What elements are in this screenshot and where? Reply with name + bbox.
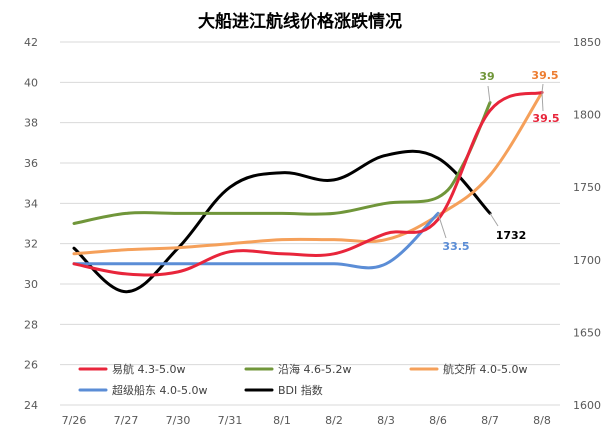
annotation-yanhai-end: 39: [479, 70, 494, 83]
legend-item-yihang: 易航 4.3-5.0w: [78, 362, 185, 376]
leader-line: [541, 92, 544, 112]
gridlines: [60, 41, 560, 406]
right-tick-label: 1650: [573, 326, 601, 339]
legend-item-bdi: BDI 指数: [244, 383, 323, 397]
left-tick-label: 36: [24, 157, 38, 170]
right-tick-label: 1800: [573, 109, 601, 122]
series-lines: [72, 90, 544, 294]
x-tick-label: 7/30: [166, 414, 191, 427]
x-tick-label: 8/2: [325, 414, 343, 427]
series-line-yihang: [72, 90, 544, 277]
left-tick-label: 42: [24, 36, 38, 49]
right-tick-label: 1600: [573, 399, 601, 412]
leader-line: [541, 83, 544, 93]
legend-label: 超级船东 4.0-5.0w: [112, 383, 207, 397]
left-tick-label: 40: [24, 76, 38, 89]
annotation-chaojichuandong-end: 33.5: [442, 240, 469, 253]
legend: 易航 4.3-5.0w 沿海 4.6-5.2w 航交所 4.0-5.0w 超级船东 4…: [78, 362, 527, 397]
x-tick-label: 7/26: [62, 414, 87, 427]
left-tick-label: 24: [24, 399, 38, 412]
left-tick-label: 26: [24, 359, 38, 372]
annotation-hangjiaosuo-end: 39.5: [531, 69, 558, 82]
left-axis-ticks: 24 26 28 30 32 34 36 38 40 42: [24, 36, 38, 412]
right-axis-ticks: 1600 1650 1700 1750 1800 1850: [573, 36, 601, 412]
left-tick-label: 28: [24, 318, 38, 331]
chart-title: 大船进江航线价格涨跌情况: [198, 11, 402, 32]
annotation-yihang-end: 39.5: [532, 112, 559, 125]
x-tick-label: 8/3: [377, 414, 395, 427]
legend-item-hangjiaosuo: 航交所 4.0-5.0w: [409, 362, 527, 376]
x-tick-label: 8/7: [481, 414, 499, 427]
leader-line: [437, 213, 447, 239]
leader-line: [487, 85, 491, 103]
right-tick-label: 1750: [573, 181, 601, 194]
left-tick-label: 34: [24, 197, 38, 210]
data-annotations: 39 39.5 39.5 33.5 1732: [442, 69, 559, 253]
annotation-leaders: [437, 83, 544, 239]
legend-item-chaojichuandong: 超级船东 4.0-5.0w: [78, 383, 207, 397]
left-tick-label: 30: [24, 278, 38, 291]
legend-label: 易航 4.3-5.0w: [112, 362, 185, 376]
x-tick-label: 7/31: [218, 414, 243, 427]
legend-label: 沿海 4.6-5.2w: [278, 362, 351, 376]
right-tick-label: 1850: [573, 36, 601, 49]
legend-label: 航交所 4.0-5.0w: [443, 362, 527, 376]
legend-label: BDI 指数: [278, 383, 323, 397]
legend-item-yanhai: 沿海 4.6-5.2w: [244, 362, 351, 376]
series-line-hangjiaosuo: [72, 90, 544, 256]
left-tick-label: 38: [24, 117, 38, 130]
x-tick-label: 8/1: [273, 414, 291, 427]
right-tick-label: 1700: [573, 254, 601, 267]
left-tick-label: 32: [24, 238, 38, 251]
series-line-bdi: [72, 149, 492, 294]
series-line-yanhai: [72, 101, 492, 225]
leader-line: [489, 213, 499, 227]
x-tick-label: 8/6: [429, 414, 447, 427]
x-axis-ticks: 7/26 7/27 7/30 7/31 8/1 8/2 8/3 8/6 8/7 8/8: [62, 414, 551, 427]
series-line-chaojichuandong: [72, 211, 440, 270]
x-tick-label: 7/27: [114, 414, 139, 427]
x-tick-label: 8/8: [533, 414, 551, 427]
annotation-bdi-end: 1732: [496, 229, 527, 242]
